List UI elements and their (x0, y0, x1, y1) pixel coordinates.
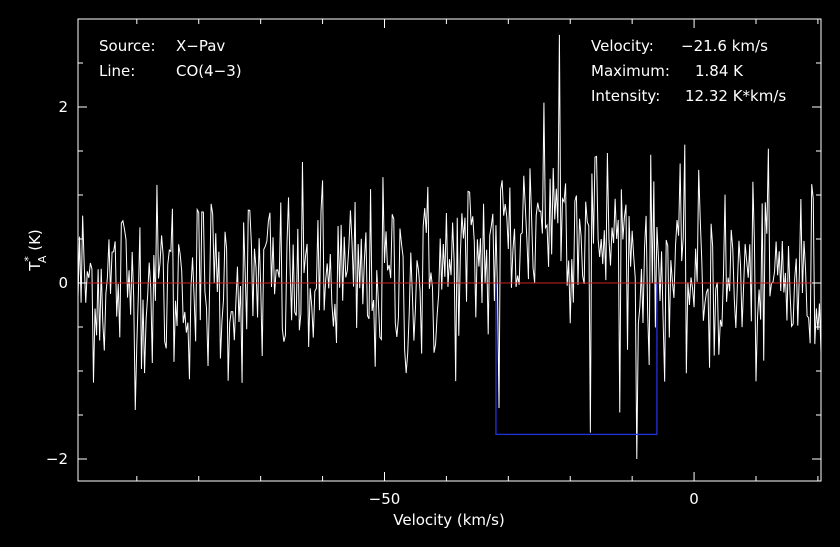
y-tick-label: −2 (46, 450, 68, 468)
y-axis-label-unit: (K) (26, 229, 44, 255)
velocity-value: −21.6 km/s (681, 37, 768, 55)
plot-frame (77, 18, 822, 482)
ticks-layer: −50 0 −2 0 2 (46, 19, 821, 508)
svg-text:T*A (K): T*A (K) (22, 229, 49, 272)
y-tick-label: 0 (58, 274, 68, 292)
y-tick-label: 2 (58, 98, 68, 116)
velocity-label: Velocity: (591, 37, 654, 55)
spectrum-trace (77, 34, 822, 460)
intensity-value: 12.32 K*km/s (685, 87, 786, 105)
x-tick-label: 0 (689, 490, 699, 508)
y-axis-label-sup: * (22, 256, 35, 262)
x-axis-label: Velocity (km/s) (393, 511, 504, 529)
y-axis-label-sub: A (36, 255, 49, 263)
source-label: Source: (99, 37, 156, 55)
integration-window (495, 283, 658, 436)
maximum-label: Maximum: (591, 62, 670, 80)
spectrum-layer (77, 34, 822, 460)
line-value: CO(4−3) (176, 62, 242, 80)
overlay-layer (78, 282, 821, 436)
intensity-label: Intensity: (591, 87, 660, 105)
x-tick-label: −50 (369, 490, 401, 508)
source-value: X−Pav (176, 37, 225, 55)
y-axis-label-main: T (26, 261, 44, 272)
y-axis-label: T*A (K) (22, 229, 49, 272)
maximum-value: 1.84 K (695, 62, 744, 80)
line-label: Line: (99, 62, 135, 80)
